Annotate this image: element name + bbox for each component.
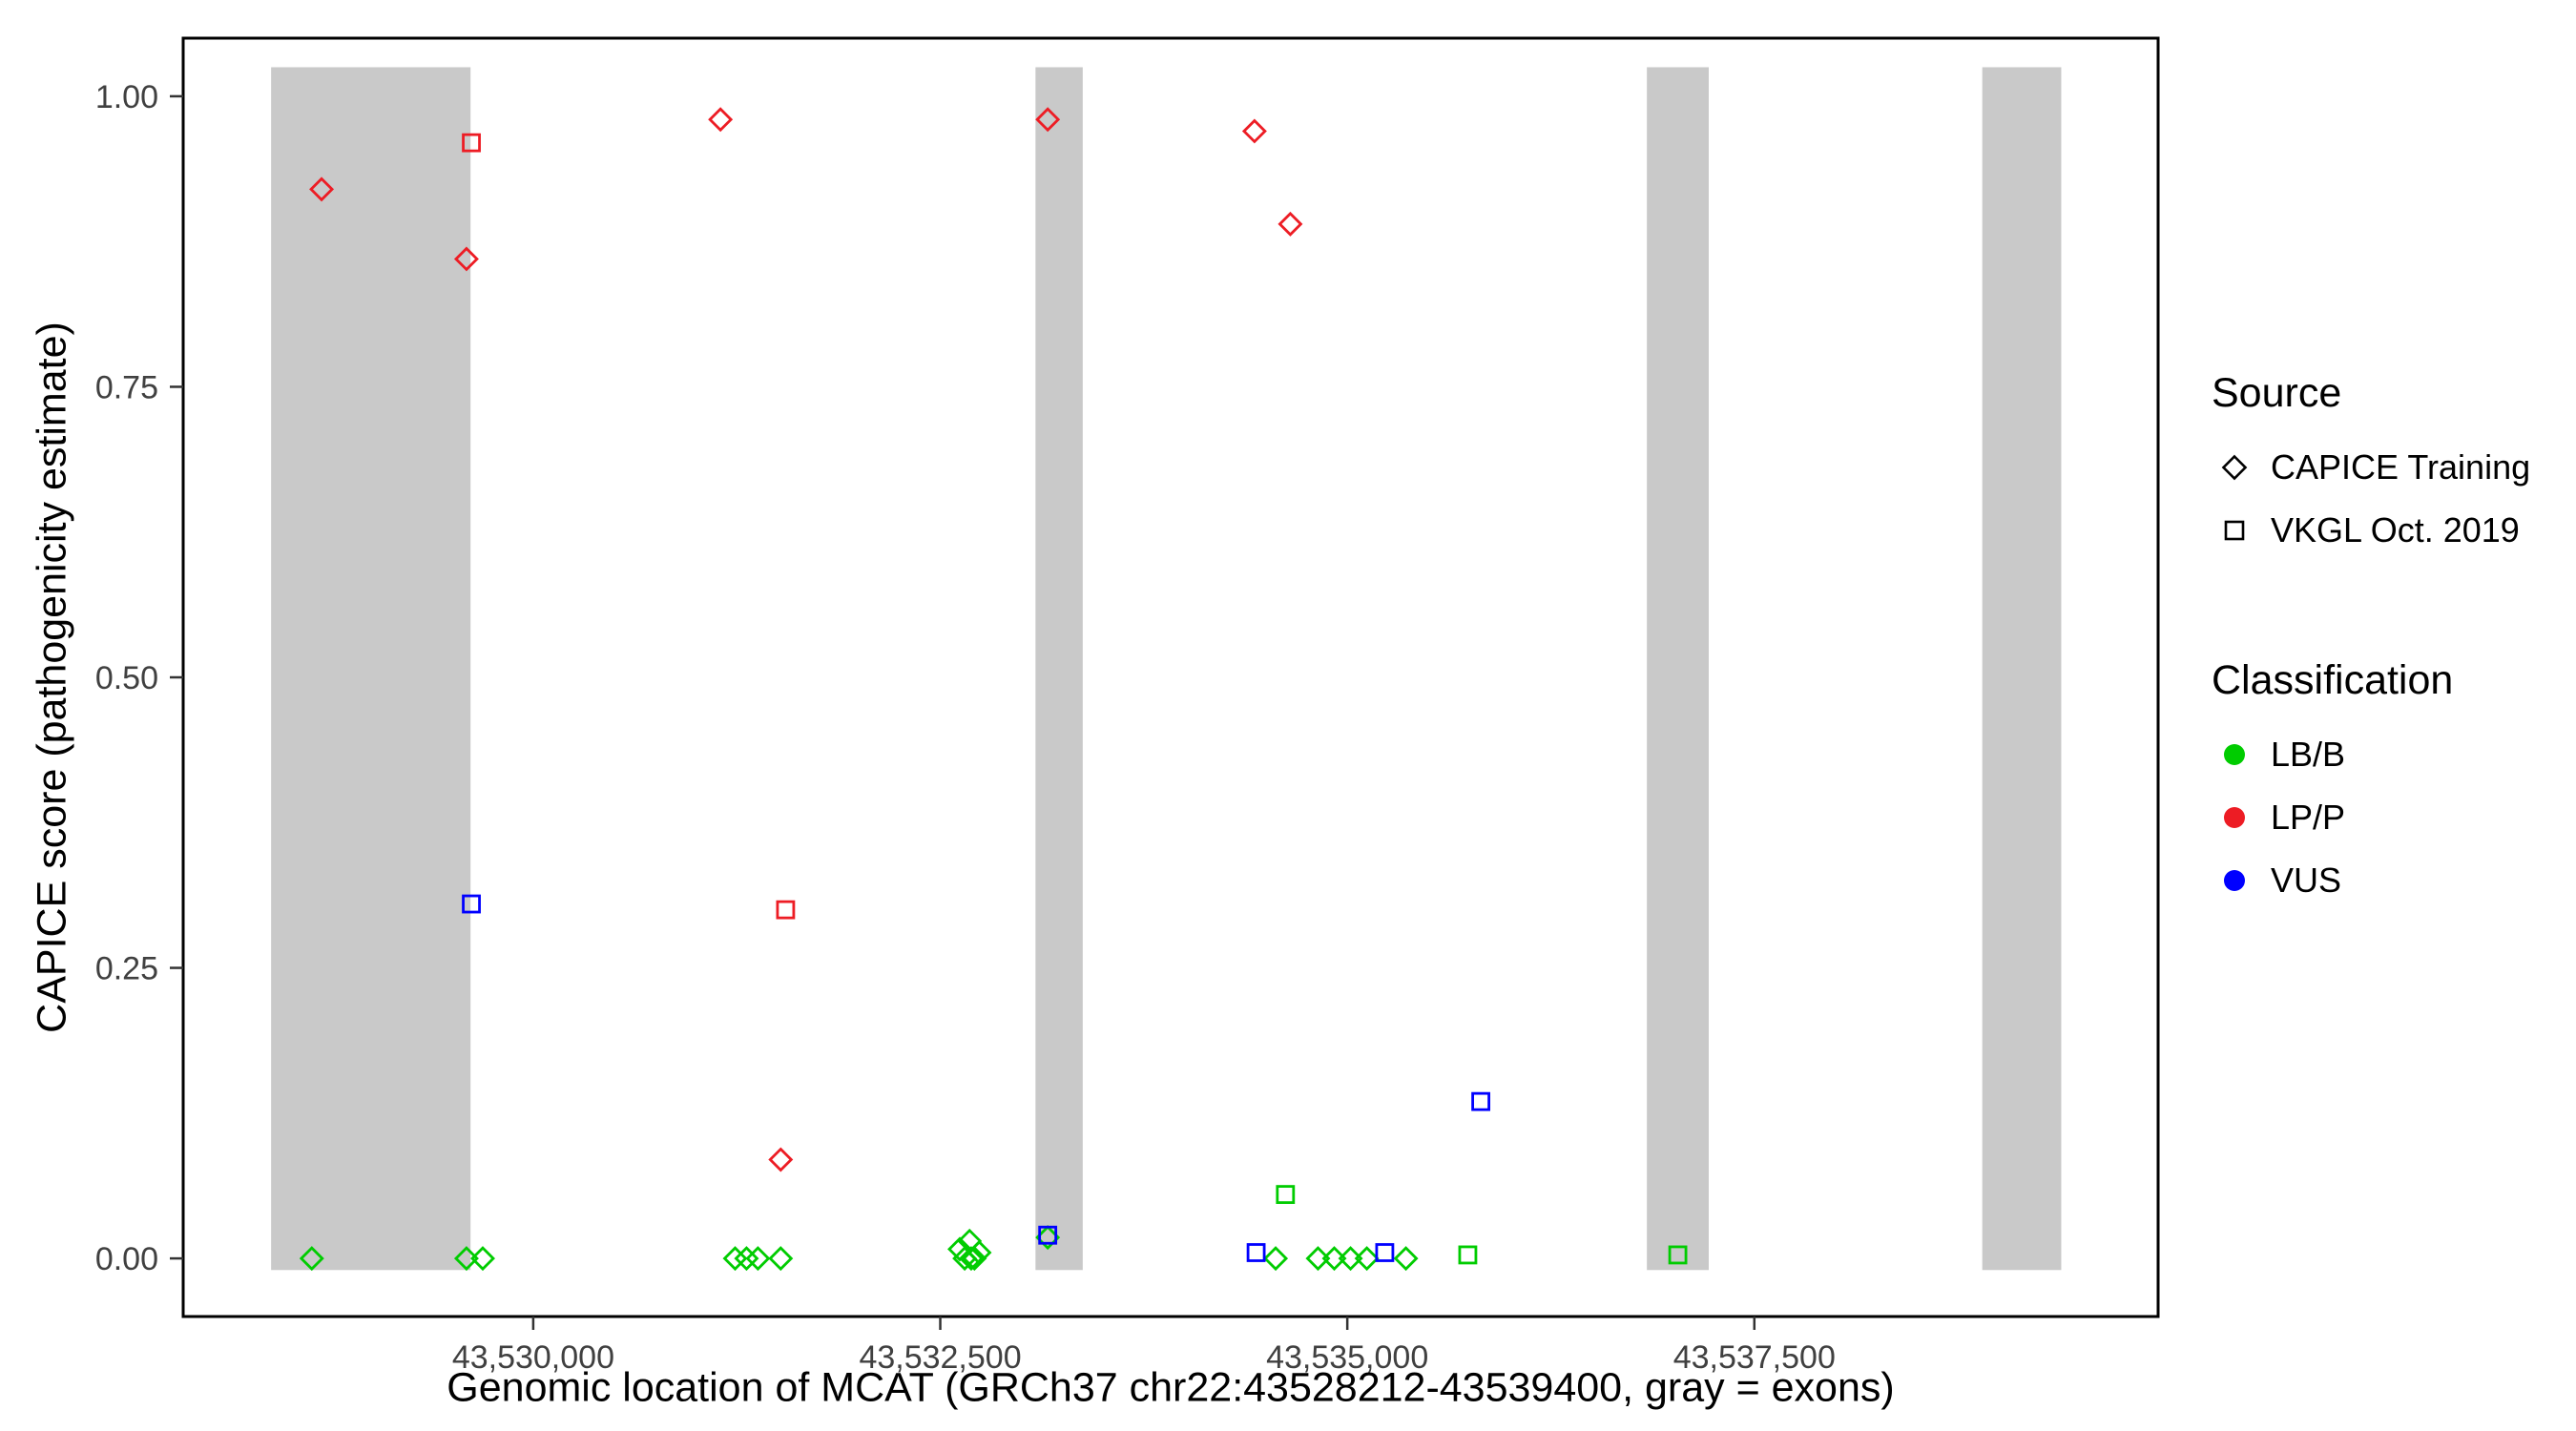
circle-marker-icon xyxy=(2224,870,2245,891)
data-point-diamond xyxy=(1338,1246,1363,1272)
data-point-diamond xyxy=(1321,1246,1347,1272)
data-point-diamond xyxy=(1305,1246,1331,1272)
data-point-diamond xyxy=(299,1246,324,1272)
y-tick-label: 0.75 xyxy=(95,369,158,405)
x-axis-title: Genomic location of MCAT (GRCh37 chr22:4… xyxy=(447,1364,1895,1411)
data-point-diamond xyxy=(768,1246,794,1272)
legend-item-lb-b: LB/B xyxy=(2212,723,2530,786)
y-tick-label: 0.50 xyxy=(95,660,158,696)
legend-source-title: Source xyxy=(2212,370,2342,416)
y-tick-label: 0.00 xyxy=(95,1241,158,1277)
data-point-square xyxy=(1246,1243,1266,1262)
data-point-diamond xyxy=(309,176,335,202)
x-tick-label: 43,530,000 xyxy=(452,1339,614,1376)
legend-item-capice-training: CAPICE Training xyxy=(2212,436,2530,499)
data-point-diamond xyxy=(1393,1246,1419,1272)
data-point-diamond xyxy=(734,1246,759,1272)
data-point-square xyxy=(1038,1225,1058,1245)
legend-classification-items: LB/B LP/P VUS xyxy=(2212,723,2530,912)
data-point-diamond xyxy=(1241,118,1267,144)
data-point-square xyxy=(776,900,796,920)
y-tick-label: 1.00 xyxy=(95,79,158,115)
data-point-diamond xyxy=(962,1246,987,1272)
data-point-diamond xyxy=(453,1246,479,1272)
legend: Source CAPICE Training VKGL Oct. 2019 Cla… xyxy=(2212,370,2530,1007)
data-point-diamond xyxy=(722,1246,748,1272)
diamond-marker-icon xyxy=(2221,454,2248,481)
x-tick-label: 43,535,000 xyxy=(1266,1339,1428,1376)
circle-marker-icon xyxy=(2224,744,2245,765)
panel-border xyxy=(181,36,2160,1318)
legend-source-items: CAPICE Training VKGL Oct. 2019 xyxy=(2212,436,2530,562)
x-tick-label: 43,532,500 xyxy=(859,1339,1021,1376)
circle-marker-icon xyxy=(2212,858,2257,903)
legend-item-lp-p: LP/P xyxy=(2212,786,2530,849)
circle-marker-icon xyxy=(2212,795,2257,840)
data-point-diamond xyxy=(708,107,734,133)
exon-band xyxy=(1982,67,2062,1271)
data-point-diamond xyxy=(947,1236,972,1262)
legend-item-label: CAPICE Training xyxy=(2271,447,2531,487)
square-marker-icon xyxy=(2212,508,2257,553)
data-point-diamond xyxy=(1278,211,1303,237)
data-point-square xyxy=(1458,1245,1478,1265)
data-point-diamond xyxy=(1354,1246,1380,1272)
legend-item-vus: VUS xyxy=(2212,849,2530,912)
exon-band xyxy=(1035,67,1083,1271)
exon-band xyxy=(1647,67,1710,1271)
legend-item-vkgl-oct-2019: VKGL Oct. 2019 xyxy=(2212,499,2530,562)
legend-item-label: VUS xyxy=(2271,861,2342,900)
data-point-square xyxy=(462,133,481,153)
data-point-diamond xyxy=(768,1147,794,1172)
circle-marker-icon xyxy=(2224,807,2245,828)
data-point-square xyxy=(1276,1185,1296,1204)
square-marker-icon xyxy=(2224,520,2245,541)
exon-band xyxy=(271,67,471,1271)
data-point-diamond xyxy=(1035,107,1061,133)
legend-classification-block: Classification LB/B LP/P VUS xyxy=(2212,657,2530,912)
data-point-square xyxy=(1471,1091,1490,1111)
data-point-square xyxy=(1375,1243,1395,1262)
data-point-diamond xyxy=(453,246,479,272)
data-point-square xyxy=(1668,1245,1688,1265)
legend-item-label: LB/B xyxy=(2271,735,2346,774)
y-axis-title: CAPICE score (pathogenicity estimate) xyxy=(29,321,75,1033)
circle-marker-icon xyxy=(2212,732,2257,778)
legend-source-block: Source CAPICE Training VKGL Oct. 2019 xyxy=(2212,370,2530,562)
data-point-diamond xyxy=(1263,1246,1289,1272)
data-point-diamond xyxy=(470,1246,495,1272)
legend-item-label: VKGL Oct. 2019 xyxy=(2271,510,2520,550)
x-tick-label: 43,537,500 xyxy=(1673,1339,1836,1376)
legend-item-label: LP/P xyxy=(2271,798,2346,837)
data-point-diamond xyxy=(958,1246,984,1272)
legend-classification-title: Classification xyxy=(2212,657,2454,703)
data-point-diamond xyxy=(745,1246,771,1272)
data-point-square xyxy=(462,894,481,914)
y-tick-label: 0.25 xyxy=(95,951,158,987)
diamond-marker-icon xyxy=(2212,445,2257,490)
